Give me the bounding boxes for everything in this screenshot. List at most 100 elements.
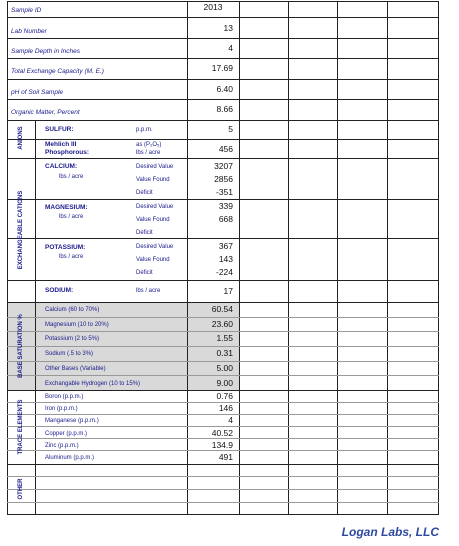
base-saturation-item-value: 1.55 [216,333,233,344]
col-divider [337,1,338,515]
potassium-desired-label: Desired Value [136,244,174,250]
base-saturation-item-label: Potassium (2 to 5%) [45,336,100,343]
base-saturation-item-label: Exchangable Hydrogen (10 to 15%) [45,380,141,387]
organic-matter-value: 8.66 [216,104,233,114]
other-section-label: OTHER [18,478,24,500]
base-saturation-item-value: 5.00 [216,362,233,373]
row-divider [7,361,439,362]
row-divider [7,426,439,427]
magnesium-found-label: Value Found [136,217,170,223]
row-divider [7,390,439,391]
potassium-found-label: Value Found [136,257,170,263]
col-divider [387,1,388,515]
base-saturation-item-label: Sodium (.5 to 3%) [45,351,94,358]
phos-unit-1: as (P₂O₅) [136,142,162,148]
soil-report-table: Sample ID 2013 Lab Number 13 Sample Dept… [7,1,439,515]
row-divider [7,476,439,477]
cations-section-label: EXCHANGEABLE CATIONS [18,190,24,270]
ph-value: 6.40 [216,84,233,94]
row-divider [7,438,439,439]
magnesium-found-value: 668 [218,214,233,224]
trace-element-item-value: 0.76 [216,391,233,401]
trace-element-item-label: Zinc (p.p.m.) [45,442,79,449]
sulfur-value: 5 [228,124,233,134]
potassium-desired-value: 367 [218,241,233,251]
calcium-deficit-value: -351 [215,187,233,197]
row-divider [7,489,439,490]
row-divider [7,331,439,332]
sodium-label: SODIUM: [45,287,74,294]
trace-element-item-value: 134.9 [211,439,233,450]
row-divider [7,79,439,80]
table-frame [7,1,439,515]
sodium-unit: lbs / acre [136,288,161,294]
trace-element-item-value: 146 [218,403,233,414]
phos-label-2: Phosphorous: [45,149,90,156]
row-divider [7,139,439,140]
sulfur-unit: p.p.m. [136,127,153,133]
lab-number-label: Lab Number [11,28,47,35]
base-saturation-item-value: 60.54 [211,304,233,314]
row-divider [7,199,439,200]
anions-section-label: ANIONS [18,126,24,150]
magnesium-desired-label: Desired Value [136,204,174,210]
lab-number-value: 13 [223,23,233,33]
base-saturation-item-label: Other Bases (Variable) [45,365,106,372]
row-divider [7,99,439,100]
organic-matter-label: Organic Matter, Percent [11,109,80,116]
trace-element-item-label: Aluminum (p.p.m.) [45,455,95,461]
magnesium-desired-value: 339 [218,201,233,211]
sample-id-label: Sample ID [11,7,42,14]
sodium-value: 17 [223,286,233,296]
row-divider [7,502,439,503]
trace-element-item-value: 491 [218,452,233,462]
base-saturation-item-label: Calcium (60 to 70%) [45,307,100,313]
trace-element-item-label: Iron (p.p.m.) [45,406,78,413]
row-divider [7,158,439,159]
row-divider [7,38,439,39]
base-saturation-item-value: 9.00 [216,377,233,388]
row-divider [7,302,439,303]
potassium-deficit-label: Deficit [136,270,153,276]
base-saturation-item-label: Magnesium (10 to 20%) [45,321,109,328]
row-divider [7,120,439,121]
trace-element-item-value: 4 [228,415,233,426]
calcium-found-value: 2856 [214,174,233,184]
row-divider [7,402,439,403]
row-divider [7,280,439,281]
row-divider [7,375,439,376]
sample-depth-value: 4 [228,43,233,53]
magnesium-deficit-label: Deficit [136,230,153,236]
calcium-desired-label: Desired Value [136,164,174,170]
tec-value: 17.69 [211,63,233,73]
trace-section-label: TRACE ELEMENTS [18,399,24,455]
magnesium-sub: lbs / acre [59,214,84,220]
sulfur-label: SULFUR: [45,126,74,133]
calcium-desired-value: 3207 [214,161,233,171]
potassium-found-value: 143 [218,254,233,264]
potassium-sub: lbs / acre [59,254,84,260]
row-divider [7,450,439,451]
brand-footer: Logan Labs, LLC [341,525,439,539]
year-value: 2013 [203,2,223,12]
potassium-deficit-value: -224 [215,267,233,277]
row-divider [7,346,439,347]
col-divider [187,1,188,515]
phos-label-1: Mehlich III [45,141,77,148]
calcium-sub: lbs / acre [59,174,84,180]
calcium-label: CALCIUM: [45,163,78,170]
row-divider [7,58,439,59]
row-divider [7,17,439,18]
trace-element-item-label: Manganese (p.p.m.) [45,418,99,425]
phos-unit-2: lbs / acre [136,150,161,156]
base-saturation-section-label: BASE SATURATION % [18,314,24,378]
row-divider [7,238,439,239]
base-saturation-item-value: 23.60 [211,318,233,329]
col-divider [288,1,289,515]
row-divider [7,317,439,318]
calcium-found-label: Value Found [136,177,170,183]
trace-element-item-value: 40.52 [211,427,233,438]
row-divider [7,464,439,465]
sample-depth-label: Sample Depth in Inches [11,48,81,55]
row-divider [7,414,439,415]
